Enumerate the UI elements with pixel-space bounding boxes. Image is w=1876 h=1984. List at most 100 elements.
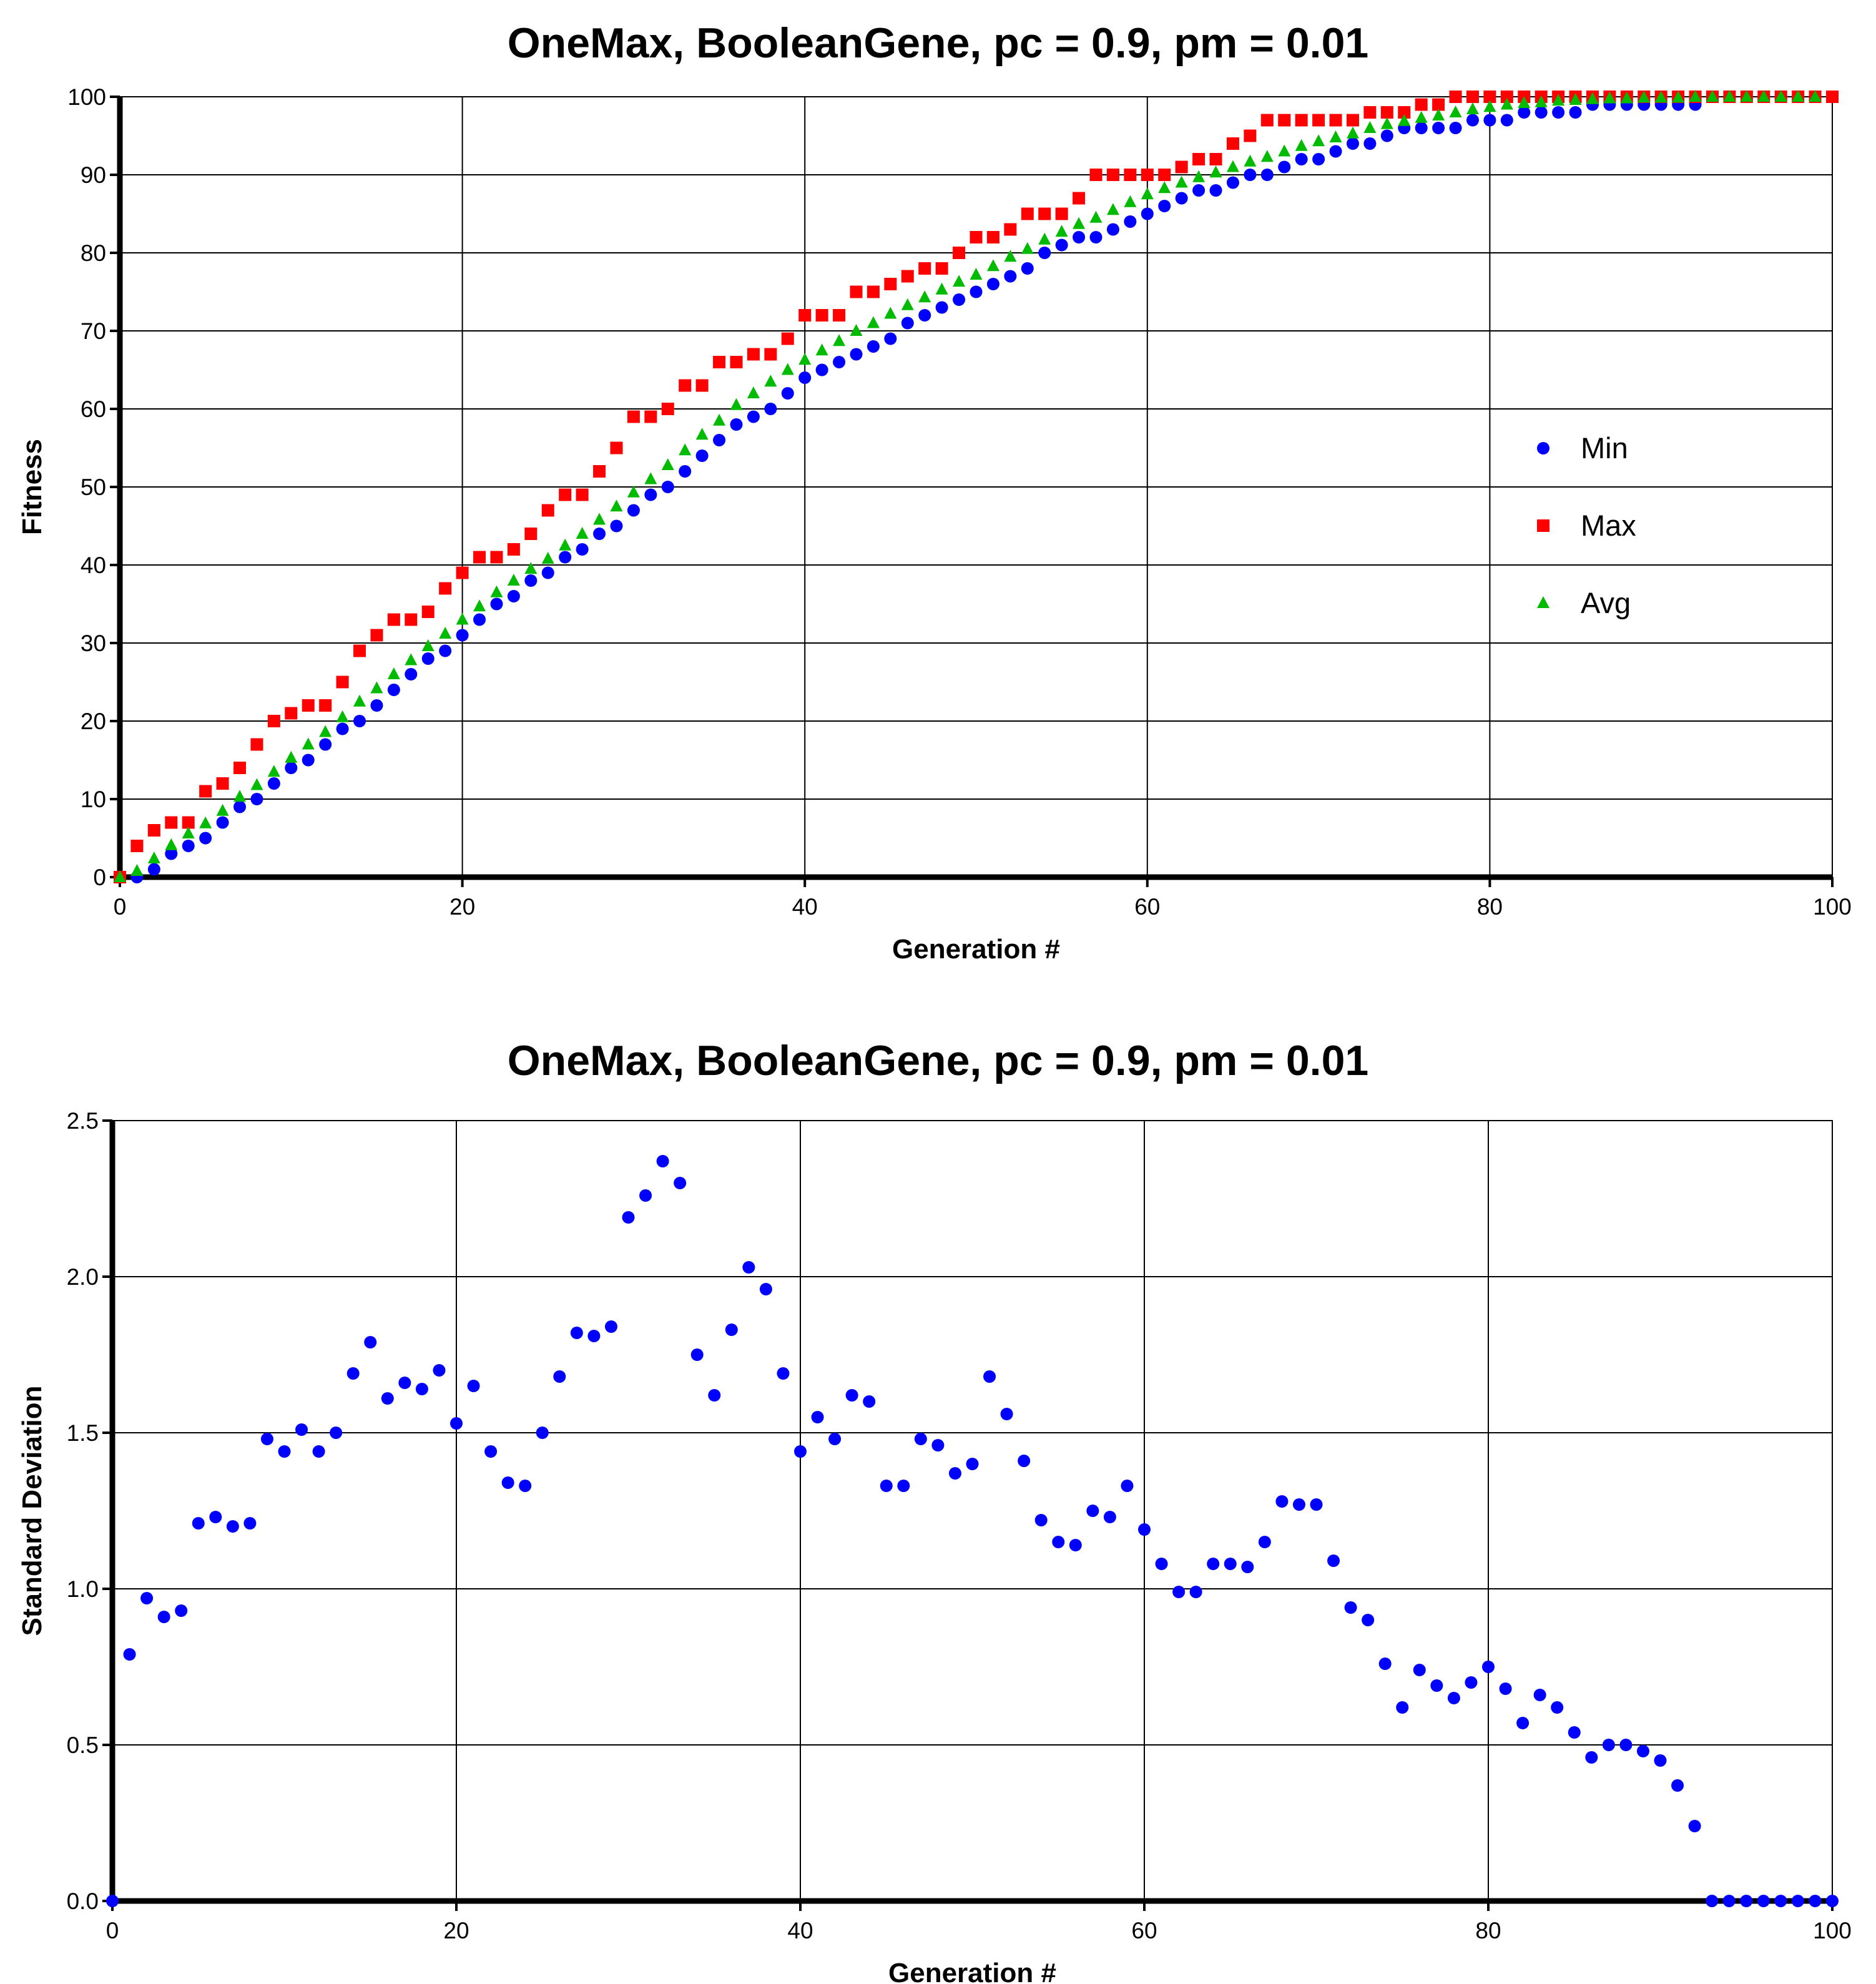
data-point-min <box>695 449 709 462</box>
data-point-series <box>450 1417 463 1430</box>
data-point-min <box>918 309 931 322</box>
data-point-series <box>931 1439 945 1451</box>
data-point-max <box>781 332 794 345</box>
data-point-max <box>1312 114 1325 127</box>
data-point-max <box>713 356 726 368</box>
data-point-series <box>914 1433 927 1445</box>
data-point-series <box>536 1427 549 1439</box>
data-point-max <box>798 309 812 322</box>
data-point-series <box>346 1367 360 1380</box>
data-point-max <box>216 777 229 790</box>
data-point-min <box>456 629 469 642</box>
data-point-max <box>250 738 263 751</box>
data-point-series <box>983 1370 996 1383</box>
data-point-avg <box>524 562 538 574</box>
data-point-max <box>1073 192 1086 205</box>
data-point-avg <box>798 353 812 365</box>
data-point-max <box>593 465 606 478</box>
data-point-avg <box>1021 242 1034 254</box>
data-point-series <box>553 1370 566 1383</box>
data-point-max <box>747 348 760 361</box>
data-point-series <box>1568 1726 1581 1739</box>
data-point-avg <box>1089 210 1103 223</box>
data-point-min <box>1209 184 1222 197</box>
data-point-min <box>302 754 315 767</box>
data-point-max <box>1295 114 1308 127</box>
data-point-min <box>1295 153 1308 165</box>
x-tick-label: 60 <box>1131 1918 1157 1943</box>
data-point-min <box>1038 247 1051 259</box>
data-point-max <box>1278 114 1291 127</box>
data-point-avg <box>1158 181 1171 194</box>
data-point-max <box>302 699 315 712</box>
data-point-avg <box>781 363 794 375</box>
data-point-max <box>182 816 195 829</box>
data-point-max <box>679 379 692 392</box>
data-point-series <box>330 1427 343 1439</box>
data-point-max <box>1175 160 1188 174</box>
plot-frame <box>112 1120 1833 1902</box>
y-tick-label: 60 <box>81 396 106 422</box>
data-point-avg <box>216 803 229 816</box>
data-point-max <box>815 309 828 322</box>
data-point-min <box>1329 145 1342 158</box>
data-point-avg <box>833 334 846 346</box>
data-point-avg <box>1723 90 1736 102</box>
data-point-min <box>1021 262 1034 275</box>
data-point-max <box>610 441 623 454</box>
data-point-min <box>1500 114 1513 127</box>
data-point-avg <box>970 268 983 280</box>
data-point-series <box>1430 1679 1443 1692</box>
data-point-series <box>209 1511 222 1523</box>
y-tick-label: 2.0 <box>67 1264 99 1290</box>
data-point-avg <box>1638 91 1651 103</box>
data-point-avg <box>713 413 726 426</box>
data-point-series <box>1344 1601 1357 1614</box>
data-point-max <box>1038 207 1051 220</box>
data-point-avg <box>353 694 366 707</box>
data-point-series <box>433 1364 446 1377</box>
data-point-avg <box>1740 90 1753 102</box>
data-point-series <box>1241 1561 1254 1573</box>
data-point-min <box>1483 114 1496 127</box>
data-point-max <box>935 262 948 275</box>
data-point-avg <box>233 790 247 802</box>
data-point-max <box>1432 98 1445 111</box>
data-point-min <box>182 840 195 852</box>
data-point-series <box>1654 1754 1667 1767</box>
data-point-avg <box>1792 90 1805 102</box>
data-point-series <box>1722 1895 1736 1907</box>
data-point-min <box>285 762 298 774</box>
data-point-avg <box>1552 94 1565 106</box>
data-point-series <box>1292 1498 1305 1511</box>
data-point-max <box>490 551 503 564</box>
data-point-avg <box>918 290 931 303</box>
data-point-avg <box>336 710 349 722</box>
data-point-series <box>863 1395 876 1408</box>
data-point-max <box>764 348 777 361</box>
data-point-series <box>1602 1739 1615 1751</box>
legend-marker-avg <box>1537 596 1549 608</box>
data-point-max <box>285 707 298 720</box>
data-point-avg <box>1774 90 1787 102</box>
data-point-series <box>226 1520 239 1533</box>
data-point-avg <box>730 398 743 410</box>
data-point-max <box>1089 169 1103 181</box>
data-point-avg <box>1226 160 1239 172</box>
data-point-max <box>1415 98 1428 111</box>
data-point-avg <box>1278 144 1291 157</box>
data-point-min <box>935 301 948 314</box>
data-point-avg <box>302 737 315 750</box>
data-point-series <box>742 1261 755 1274</box>
data-point-series <box>1757 1895 1770 1907</box>
data-point-avg <box>421 639 435 651</box>
data-point-avg <box>576 527 589 539</box>
data-point-min <box>953 293 966 306</box>
data-point-series <box>1258 1536 1271 1548</box>
data-point-avg <box>986 259 999 272</box>
data-point-series <box>1155 1558 1168 1570</box>
data-point-min <box>593 528 606 540</box>
data-point-avg <box>1209 165 1222 178</box>
data-point-min <box>576 543 589 556</box>
data-point-min <box>473 613 486 626</box>
